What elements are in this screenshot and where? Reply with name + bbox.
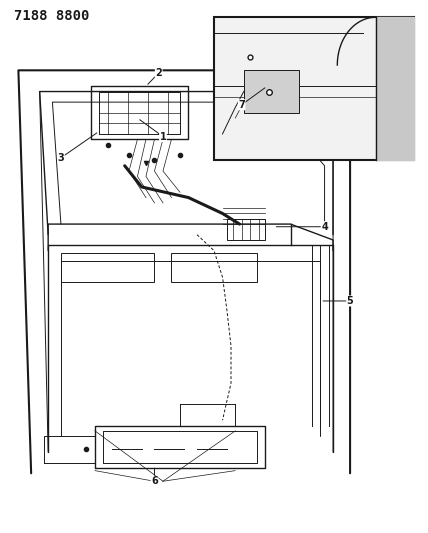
Polygon shape	[376, 17, 414, 160]
Bar	[61, 253, 155, 282]
Bar	[172, 253, 256, 282]
Bar	[244, 70, 299, 113]
Bar	[214, 17, 414, 160]
Text: 1: 1	[160, 132, 166, 142]
Text: 7: 7	[238, 100, 245, 110]
Text: 5: 5	[347, 296, 354, 306]
Text: 7188 8800: 7188 8800	[14, 10, 89, 23]
Text: 6: 6	[151, 477, 158, 486]
Text: 4: 4	[321, 222, 328, 232]
Text: 2: 2	[155, 68, 162, 78]
Bar	[227, 219, 265, 240]
Text: 3: 3	[57, 153, 64, 163]
